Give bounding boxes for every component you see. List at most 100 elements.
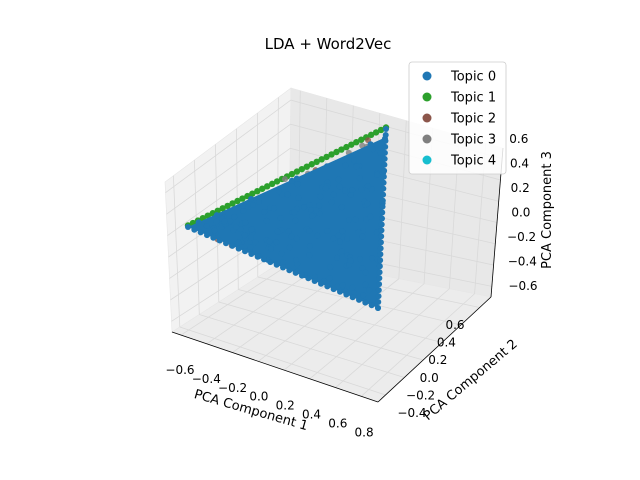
point-topic-0 (368, 302, 375, 309)
point-topic-0 (379, 209, 386, 216)
point-topic-0 (356, 175, 363, 182)
x-tick-label: 0.8 (355, 425, 374, 439)
point-topic-0 (335, 176, 342, 183)
grid-line-x (180, 258, 299, 336)
point-topic-0 (301, 204, 308, 211)
point-topic-0 (342, 162, 349, 169)
point-topic-0 (247, 243, 254, 250)
point-topic-0 (376, 275, 383, 282)
point-topic-0 (358, 186, 365, 193)
y-tick-label: 0.0 (420, 371, 439, 385)
point-topic-1 (288, 170, 296, 178)
point-topic-0 (378, 221, 385, 228)
point-topic-0 (313, 207, 320, 214)
point-topic-0 (381, 161, 388, 168)
y-tick-label: −0.4 (397, 406, 426, 420)
point-topic-0 (242, 219, 249, 226)
point-topic-0 (381, 155, 388, 162)
z-tick-labels: −0.6 −0.4 −0.2 0.0 0.2 0.4 0.6 (507, 132, 538, 293)
point-topic-1 (229, 200, 236, 207)
point-topic-0 (328, 199, 335, 206)
point-topic-0 (383, 126, 389, 132)
point-topic-0 (221, 218, 228, 225)
point-topic-0 (359, 233, 366, 240)
point-topic-0 (376, 281, 383, 288)
legend-marker (422, 155, 432, 165)
point-topic-0 (288, 233, 295, 240)
point-topic-0 (289, 177, 296, 184)
point-topic-0 (368, 186, 375, 193)
point-topic-0 (338, 204, 345, 211)
point-topic-0 (380, 173, 387, 180)
x-tick-label: 0.0 (249, 390, 268, 404)
point-topic-0 (367, 141, 374, 148)
point-topic-0 (367, 213, 374, 220)
point-topic-1 (303, 163, 310, 170)
grid-line-y (238, 289, 443, 343)
legend-label: Topic 4 (450, 154, 496, 169)
point-topic-0 (330, 286, 337, 293)
point-topic-0 (347, 257, 354, 264)
point-topic-0 (267, 245, 274, 252)
point-topic-0 (299, 272, 305, 279)
point-topic-0 (223, 240, 229, 247)
z-tick-label: −0.2 (507, 230, 536, 244)
legend-marker (422, 92, 432, 102)
point-topic-0 (375, 287, 382, 294)
point-topic-0 (334, 254, 341, 261)
point-topic-1 (259, 185, 266, 192)
point-topic-0 (362, 299, 369, 306)
point-topic-0 (322, 185, 329, 192)
point-topic-0 (273, 239, 280, 246)
point-topic-0 (229, 242, 236, 249)
point-topic-3 (281, 176, 288, 183)
point-topic-0 (369, 146, 376, 153)
point-topic-0 (337, 288, 343, 295)
point-topic-1 (293, 168, 301, 175)
point-topic-0 (185, 224, 191, 230)
grid-line-x (309, 283, 425, 380)
point-topic-0 (377, 257, 384, 264)
point-topic-0 (247, 234, 254, 241)
point-topic-0 (381, 167, 388, 174)
point-topic-1 (254, 188, 261, 195)
x-tick-label: −0.4 (192, 372, 221, 386)
point-topic-0 (345, 216, 352, 223)
point-topic-0 (352, 216, 359, 223)
point-topic-0 (339, 282, 346, 289)
z-axis-label: PCA Component 3 (540, 151, 555, 269)
point-topic-0 (273, 261, 280, 268)
point-topic-0 (381, 149, 388, 156)
point-topic-0 (216, 237, 223, 244)
point-topic-0 (191, 226, 198, 233)
x-tick-labels: −0.6−0.4−0.20.0 0.2 0.4 0.6 0.8 (165, 363, 373, 439)
grid-line-y (199, 314, 405, 378)
point-topic-0 (377, 149, 384, 156)
point-topic-0 (355, 229, 362, 236)
point-topic-0 (294, 181, 301, 188)
point-topic-0 (235, 245, 242, 252)
point-topic-1 (328, 151, 335, 158)
point-topic-1 (219, 205, 226, 212)
point-topic-0 (195, 219, 202, 226)
point-topic-0 (359, 265, 366, 272)
point-topic-0 (360, 292, 367, 299)
point-topic-0 (306, 202, 313, 209)
point-topic-0 (233, 223, 240, 230)
point-topic-1 (273, 178, 281, 185)
point-topic-0 (364, 200, 371, 207)
point-topic-0 (235, 239, 242, 246)
point-topic-1 (298, 165, 306, 173)
grid-line-x (335, 288, 450, 388)
point-topic-0 (277, 215, 284, 222)
legend: Topic 0 Topic 1 Topic 2 Topic 3 Topic 4 (408, 61, 507, 175)
point-topic-0 (292, 217, 299, 224)
point-topic-0 (380, 185, 387, 192)
point-topic-0 (330, 235, 337, 242)
point-topic-0 (317, 193, 324, 200)
point-topic-0 (250, 201, 257, 208)
point-topic-0 (363, 216, 370, 223)
legend-label: Topic 2 (450, 112, 496, 127)
legend-label: Topic 0 (450, 70, 496, 85)
point-topic-1 (308, 161, 315, 168)
